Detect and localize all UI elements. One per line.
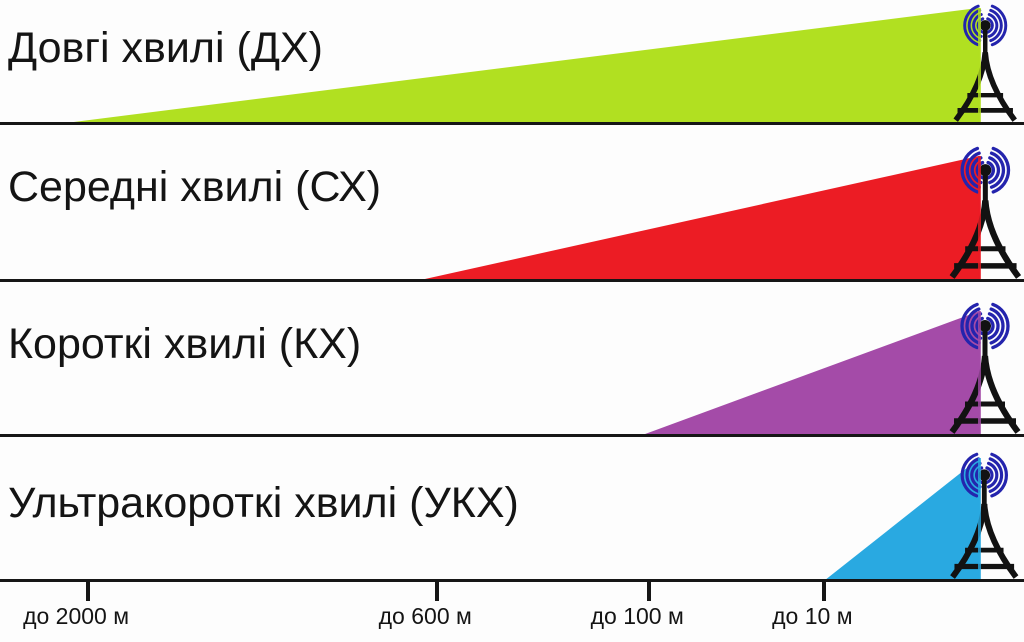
wave-type-label: Довгі хвилі (ДХ) bbox=[8, 24, 323, 72]
triangle-edge-line bbox=[977, 155, 981, 279]
tick-mark bbox=[822, 582, 827, 601]
wave-row-long: Довгі хвилі (ДХ) bbox=[0, 0, 1024, 125]
tick-mark bbox=[435, 582, 440, 601]
tick-label: до 100 м bbox=[590, 603, 684, 629]
triangle-edge-line bbox=[977, 7, 981, 122]
wave-row-medium: Середні хвилі (СХ) bbox=[0, 125, 1024, 282]
triangle-edge-line bbox=[977, 457, 981, 579]
radio-tower-icon bbox=[941, 452, 1024, 579]
wave-type-label: Ультракороткі хвилі (УКХ) bbox=[8, 479, 519, 527]
triangle-edge-line bbox=[977, 310, 981, 434]
wave-row-ultrashort: Ультракороткі хвилі (УКХ) bbox=[0, 437, 1024, 582]
wave-type-label: Середні хвилі (СХ) bbox=[8, 163, 382, 211]
tick-label: до 10 м bbox=[772, 603, 853, 629]
wave-row-short: Короткі хвилі (КХ) bbox=[0, 282, 1024, 437]
tick-label: до 600 м bbox=[378, 603, 472, 629]
tick-mark bbox=[647, 582, 652, 601]
wave-type-label: Короткі хвилі (КХ) bbox=[8, 320, 362, 368]
tick-label: до 2000 м bbox=[23, 603, 130, 629]
radio-tower-icon bbox=[945, 4, 1024, 122]
tick-mark bbox=[86, 582, 91, 601]
radio-tower-icon bbox=[940, 302, 1024, 434]
radio-tower-icon bbox=[940, 146, 1024, 279]
wavelength-axis: до 2000 м до 600 м до 100 м до 10 м bbox=[0, 582, 1024, 642]
